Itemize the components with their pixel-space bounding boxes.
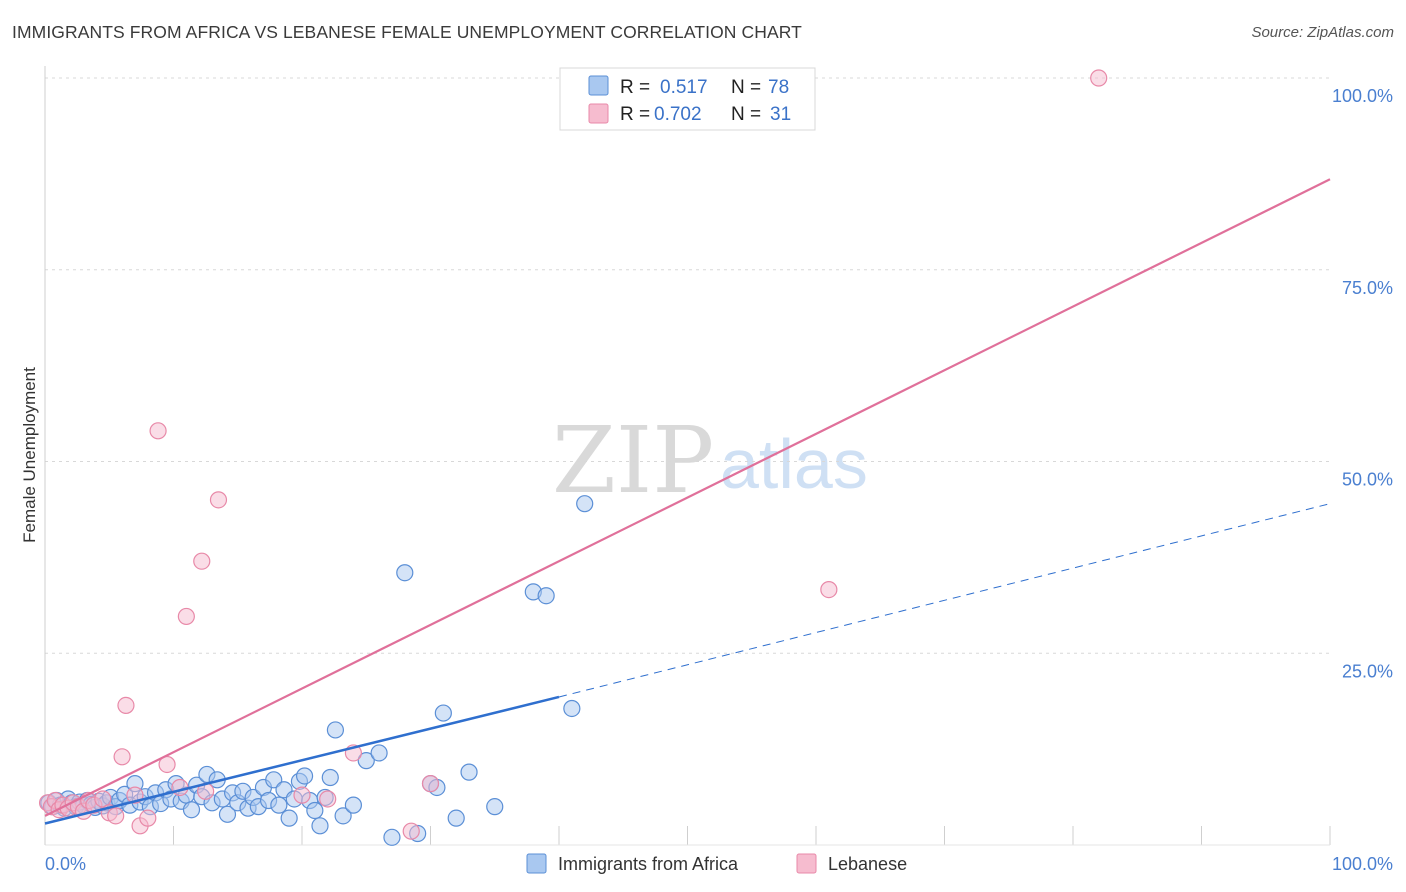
y-tick-label-25: 25.0% [1342, 661, 1393, 681]
africa-point-62 [344, 796, 362, 814]
y-axis-title: Female Unemployment [20, 367, 39, 543]
trend-lines [44, 178, 1331, 825]
y-tick-label-75: 75.0% [1342, 278, 1393, 298]
bottom-legend-label-lebanese: Lebanese [828, 854, 907, 874]
lebanese-point-31 [820, 580, 838, 599]
series-legend: Immigrants from Africa Lebanese [526, 853, 907, 874]
lebanese-point-22 [177, 607, 195, 626]
africa-point-48 [265, 771, 283, 789]
lebanese-point-29 [402, 822, 420, 840]
africa-point-49 [270, 796, 288, 814]
lebanese-point-11 [94, 790, 112, 808]
africa-point-54 [295, 767, 314, 785]
series-immigrants-from-africa [40, 495, 594, 846]
correlation-legend: R = 0.517 N = 78 R = 0.702 N = 31 [559, 67, 816, 131]
lebanese-point-32 [1090, 69, 1108, 87]
africa-point-73 [486, 798, 504, 816]
africa-point-39 [218, 805, 237, 823]
y-tick-label-50: 50.0% [1342, 470, 1393, 490]
chart-title: IMMIGRANTS FROM AFRICA VS LEBANESE FEMAL… [12, 22, 802, 42]
lebanese-point-18 [139, 809, 157, 827]
trend-line-africa [44, 695, 560, 825]
africa-point-77 [576, 495, 594, 513]
africa-point-60 [326, 721, 345, 739]
lebanese-point-30 [421, 775, 440, 793]
africa-point-65 [383, 828, 401, 846]
africa-point-66 [396, 564, 414, 582]
legend-n-value-lebanese: 31 [770, 104, 791, 125]
africa-point-51 [280, 809, 298, 827]
watermark-zip: ZIP [552, 407, 714, 514]
bottom-legend-swatch-lebanese [796, 853, 817, 874]
legend-n-value-africa: 78 [768, 77, 789, 98]
africa-point-70 [434, 704, 452, 722]
africa-point-64 [370, 744, 388, 762]
bottom-legend-swatch-africa [526, 853, 547, 874]
africa-point-72 [460, 763, 478, 781]
lebanese-point-27 [319, 790, 337, 808]
lebanese-point-25 [209, 491, 228, 509]
africa-point-61 [334, 807, 352, 825]
trend-line-africa-extension [558, 503, 1331, 698]
lebanese-point-15 [117, 696, 135, 715]
lebanese-point-19 [149, 422, 167, 440]
legend-n-label-africa: N = [731, 77, 761, 98]
lebanese-point-21 [171, 778, 189, 797]
legend-r-label-africa: R = [620, 77, 650, 98]
bottom-legend-label-africa: Immigrants from Africa [558, 854, 739, 874]
legend-swatch-africa [588, 75, 609, 96]
legend-r-value-africa: 0.517 [660, 77, 708, 98]
x-axis-ticks [45, 826, 1331, 846]
lebanese-point-14 [113, 748, 131, 766]
legend-swatch-lebanese [588, 103, 609, 124]
y-tick-label-100: 100.0% [1332, 86, 1393, 106]
lebanese-point-13 [107, 807, 125, 825]
africa-point-63 [357, 752, 375, 770]
africa-point-59 [321, 768, 339, 787]
lebanese-point-23 [193, 552, 211, 570]
africa-point-75 [537, 587, 555, 605]
series-lebanese [38, 69, 1108, 840]
legend-n-label-lebanese: N = [731, 104, 761, 125]
gridlines [45, 77, 1330, 654]
africa-point-57 [311, 817, 329, 835]
africa-point-71 [447, 809, 465, 827]
source-credit: Source: ZipAtlas.com [1251, 24, 1394, 41]
x-tick-label-min: 0.0% [45, 854, 86, 874]
legend-r-value-lebanese: 0.702 [654, 104, 702, 125]
trend-line-lebanese [44, 178, 1331, 817]
legend-r-label-lebanese: R = [620, 104, 650, 125]
lebanese-point-26 [293, 786, 311, 804]
watermark-atlas: atlas [720, 425, 868, 503]
y-tick-labels: 25.0% 50.0% 75.0% 100.0% [1332, 86, 1393, 681]
x-tick-label-max: 100.0% [1332, 854, 1393, 874]
africa-point-76 [563, 699, 581, 718]
africa-point-56 [306, 801, 324, 820]
africa-point-32 [182, 801, 201, 819]
